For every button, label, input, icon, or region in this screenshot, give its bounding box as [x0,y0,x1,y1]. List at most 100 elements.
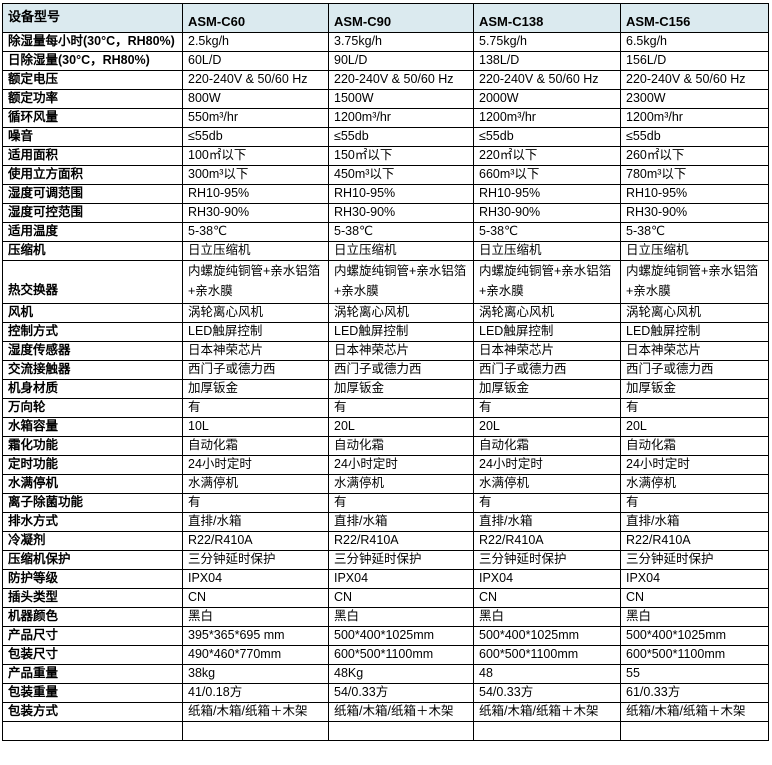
row-label: 排水方式 [2,512,183,532]
table-row: 机身材质 加厚钣金 加厚钣金 加厚钣金 加厚钣金 [2,379,769,399]
row-label: 除湿量每小时(30°C，RH80%) [2,32,183,52]
table-row: 日除湿量(30°C，RH80%) 60L/D 90L/D 138L/D 156L/D [2,51,769,71]
row-value-1: 90L/D [328,51,474,71]
table-row: 包装重量 41/0.18方 54/0.33方 54/0.33方 61/0.33方 [2,683,769,703]
row-value-1: 直排/水箱 [328,512,474,532]
table-body: 除湿量每小时(30°C，RH80%) 2.5kg/h 3.75kg/h 5.75kg/… [2,32,769,741]
partial-cell [620,721,769,741]
row-value-3: 260㎡以下 [620,146,769,166]
row-value-3: 直排/水箱 [620,512,769,532]
table-row: 湿度可控范围 RH30-90% RH30-90% RH30-90% RH30-90% [2,203,769,223]
row-value-0: 涡轮离心风机 [182,303,329,323]
table-row: 万向轮有有有有 [2,398,769,418]
row-value-0: 550m³/hr [182,108,329,128]
row-value-0: 41/0.18方 [182,683,329,703]
row-value-0: 24小时定时 [182,455,329,475]
table-row: 额定功率 800W 1500W 2000W 2300W [2,89,769,109]
row-value-1: 1200m³/hr [328,108,474,128]
row-value-3: 20L [620,417,769,437]
row-value-3: R22/R410A [620,531,769,551]
row-value-2: 138L/D [473,51,621,71]
table-row-partial [2,721,769,741]
row-value-3: 61/0.33方 [620,683,769,703]
row-value-2: 有 [473,493,621,513]
row-value-3: 6.5kg/h [620,32,769,52]
table-row: 机器颜色 黑白 黑白 黑白 黑白 [2,607,769,627]
row-value-1: 自动化霜 [328,436,474,456]
specifications-table: 设备型号 ASM-C60 ASM-C90 ASM-C138 ASM-C156 除… [2,3,769,741]
table-row: 噪音 ≤55db ≤55db ≤55db ≤55db [2,127,769,147]
row-label: 包装尺寸 [2,645,183,665]
row-label: 湿度可调范围 [2,184,183,204]
table-row: 包装尺寸 490*460*770mm 600*500*1100mm 600*500*1… [2,645,769,665]
row-value-3: 24小时定时 [620,455,769,475]
row-value-2: 西门子或德力西 [473,360,621,380]
partial-cell [473,721,621,741]
table-row: 控制方式 LED触屏控制 LED触屏控制 LED触屏控制 LED触屏控制 [2,322,769,342]
row-value-1: 20L [328,417,474,437]
table-row: 防护等级 IPX04 IPX04 IPX04 IPX04 [2,569,769,589]
row-value-2: 加厚钣金 [473,379,621,399]
table-row: 额定电压 220-240V & 50/60 Hz 220-240V & 50/60 … [2,70,769,90]
row-value-2: IPX04 [473,569,621,589]
row-label: 交流接触器 [2,360,183,380]
table-row: 湿度可调范围 RH10-95% RH10-95% RH10-95% RH10-95% [2,184,769,204]
row-value-2: 有 [473,398,621,418]
row-value-3: 2300W [620,89,769,109]
row-value-1: ≤55db [328,127,474,147]
table-header: 设备型号 ASM-C60 ASM-C90 ASM-C138 ASM-C156 [2,3,769,33]
row-value-1: 500*400*1025mm [328,626,474,646]
row-value-2: 500*400*1025mm [473,626,621,646]
table-row: 压缩机保护 三分钟延时保护 三分钟延时保护 三分钟延时保护 三分钟延时保护 [2,550,769,570]
row-label: 使用立方面积 [2,165,183,185]
row-value-3: LED触屏控制 [620,322,769,342]
row-label: 离子除菌功能 [2,493,183,513]
row-value-1: CN [328,588,474,608]
row-value-1: 纸箱/木箱/纸箱＋木架 [328,702,474,722]
table-row: 产品尺寸 395*365*695 mm 500*400*1025mm 500*400*… [2,626,769,646]
table-row: 冷凝剂 R22/R410A R22/R410A R22/R410A R22/R410A [2,531,769,551]
row-label: 噪音 [2,127,183,147]
row-value-0: 395*365*695 mm [182,626,329,646]
row-value-0: 自动化霜 [182,436,329,456]
table-row: 风机 涡轮离心风机 涡轮离心风机 涡轮离心风机 涡轮离心风机 [2,303,769,323]
row-value-3: 55 [620,664,769,684]
row-label: 冷凝剂 [2,531,183,551]
row-value-2: 黑白 [473,607,621,627]
table-row: 适用面积 100㎡以下 150㎡以下 220㎡以下 260㎡以下 [2,146,769,166]
row-value-3: 5-38℃ [620,222,769,242]
row-value-1: 日立压缩机 [328,241,474,261]
table-row: 压缩机 日立压缩机 日立压缩机 日立压缩机 日立压缩机 [2,241,769,261]
row-value-3: 自动化霜 [620,436,769,456]
row-value-0: 加厚钣金 [182,379,329,399]
row-value-0: 60L/D [182,51,329,71]
row-value-0: 300m³以下 [182,165,329,185]
row-value-1: 24小时定时 [328,455,474,475]
row-label: 插头类型 [2,588,183,608]
row-label: 包装重量 [2,683,183,703]
row-value-3: 780m³以下 [620,165,769,185]
row-value-3: 内螺旋纯铜管+亲水铝箔+亲水膜 [620,260,769,304]
row-value-2: RH10-95% [473,184,621,204]
row-value-1: 450m³以下 [328,165,474,185]
row-value-3: 1200m³/hr [620,108,769,128]
row-value-2: CN [473,588,621,608]
row-value-2: 日本神荣芯片 [473,341,621,361]
partial-cell [2,721,183,741]
table-row: 产品重量 38kg 48Kg 48 55 [2,664,769,684]
row-value-3: RH30-90% [620,203,769,223]
row-value-0: 三分钟延时保护 [182,550,329,570]
row-value-2: 5-38℃ [473,222,621,242]
row-value-1: 西门子或德力西 [328,360,474,380]
header-cell-label: 设备型号 [2,3,183,33]
table-row: 湿度传感器 日本神荣芯片 日本神荣芯片 日本神荣芯片 日本神荣芯片 [2,341,769,361]
row-value-0: 220-240V & 50/60 Hz [182,70,329,90]
row-value-0: 水满停机 [182,474,329,494]
row-value-0: 有 [182,398,329,418]
row-value-0: 纸箱/木箱/纸箱＋木架 [182,702,329,722]
row-value-2: 直排/水箱 [473,512,621,532]
row-value-0: 10L [182,417,329,437]
row-value-3: 有 [620,398,769,418]
row-value-3: 西门子或德力西 [620,360,769,380]
row-value-2: 600*500*1100mm [473,645,621,665]
